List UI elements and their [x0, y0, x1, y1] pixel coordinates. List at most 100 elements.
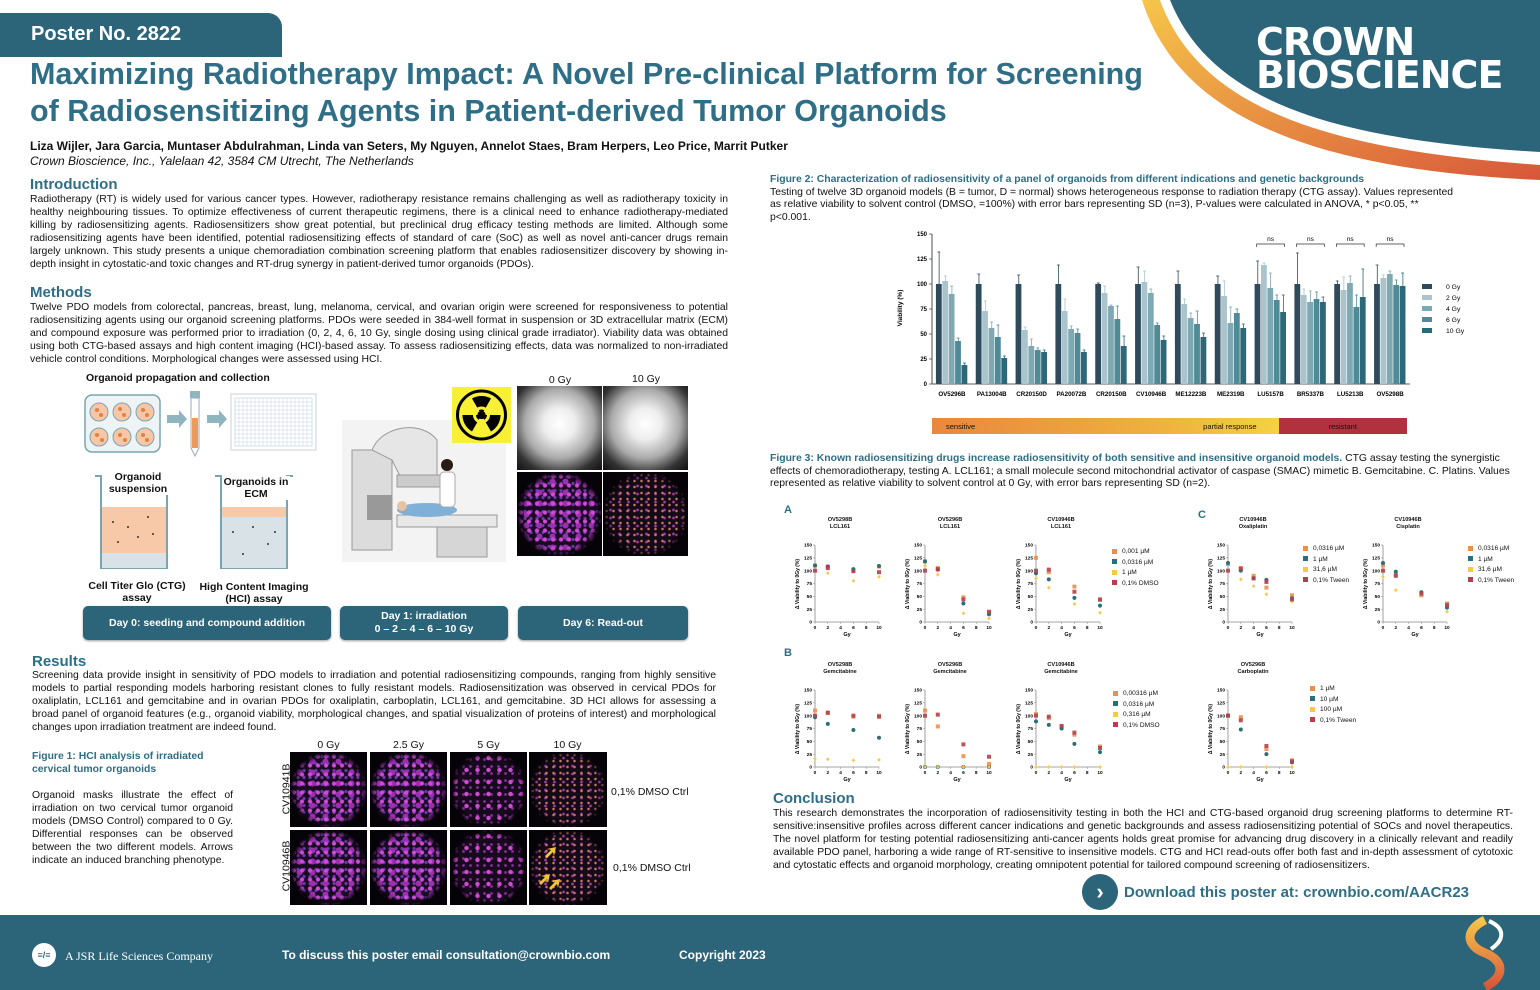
y-tick-label: 50: [1375, 594, 1381, 600]
data-point: [1072, 730, 1077, 735]
data-point: [1046, 567, 1051, 572]
data-point: [1381, 574, 1385, 579]
legend-item: 0,00316 µM: [1113, 689, 1160, 700]
methods-heading: Methods: [30, 284, 92, 301]
x-tick-label: 2: [936, 625, 939, 631]
bar-OV5298B-6Gy: [1393, 285, 1400, 384]
panel-label-a: A: [784, 504, 792, 516]
bar-ME12223B-2Gy: [1181, 304, 1188, 384]
bar-OV5296B-0Gy: [935, 284, 942, 384]
data-point: [923, 563, 927, 568]
download-link[interactable]: › Download this poster at: crownbio.com/…: [1082, 874, 1469, 910]
bar-LU5213B-4Gy: [1347, 283, 1353, 384]
panel-title: LCL161: [939, 524, 961, 530]
x-tick-label: 8: [975, 770, 978, 776]
ns-bracket: [1335, 243, 1365, 247]
scatter-plot: 0 25 50 75 100 125 150 0 2 4 6 8 10 Gy Δ Viability to …: [1208, 688, 1295, 783]
x-tick-label: 8: [1278, 770, 1281, 776]
readout-dose-10: 10 Gy: [631, 373, 660, 385]
y-tick-label: 75: [1028, 726, 1034, 732]
x-tick-label: 6: [962, 625, 965, 631]
data-point: [826, 757, 830, 762]
legend-label: 1 µM: [1320, 685, 1335, 692]
y-tick-label: 100: [1217, 713, 1225, 719]
data-point: [1098, 597, 1102, 602]
legend-item: 0,0316 µM: [1303, 544, 1349, 555]
data-point: [1034, 719, 1038, 724]
panel-title: Gemcitabine: [933, 669, 967, 675]
data-point: [1264, 752, 1269, 757]
data-point: [1072, 732, 1077, 737]
data-point: [1381, 568, 1385, 573]
x-tick-label: 6: [1073, 625, 1076, 631]
category-label: OV5296B: [938, 391, 966, 398]
jsr-company: A JSR Life Sciences Company: [65, 949, 213, 963]
ns-bracket: [1256, 243, 1285, 247]
legend-label: 2 Gy: [1446, 295, 1461, 302]
legend-label: 4 Gy: [1446, 306, 1461, 313]
panel-title: CV10946B: [1047, 517, 1075, 523]
panel-title: Carboplatin: [1237, 669, 1269, 675]
data-point: [1072, 589, 1077, 594]
legend-swatch: [1310, 717, 1315, 723]
y-tick-label: 75: [1028, 581, 1034, 587]
y-tick-label: 50: [807, 594, 813, 600]
scatter-plot: 0 25 50 75 100 125 150 0 2 4 6 8 10 Gy Δ Viability to …: [795, 688, 882, 783]
hci-image: [290, 752, 367, 827]
x-tick-label: 8: [1278, 625, 1281, 631]
legend-swatch: [1303, 577, 1308, 583]
response-bar: sensitive partial response resistant: [932, 418, 1407, 434]
bar-CV10946B-0Gy: [1135, 284, 1141, 384]
bar-ME2319B-2Gy: [1221, 296, 1227, 384]
bar-PA20072B-0Gy: [1055, 284, 1062, 384]
step-day1: Day 1: irradiation 0 – 2 – 4 – 6 – 10 Gy: [340, 606, 508, 640]
data-point: [1381, 563, 1385, 568]
step-day0-label: Day 0: seeding and compound addition: [108, 616, 305, 629]
hci-image: [529, 752, 607, 827]
step-day1-doses: 0 – 2 – 4 – 6 – 10 Gy: [374, 623, 474, 635]
bar-CR20150B-6Gy: [1114, 319, 1121, 384]
data-point: [1034, 568, 1038, 573]
panel-title: CV10946B: [1239, 517, 1267, 523]
bar-CV10946B-10Gy: [1160, 340, 1167, 384]
data-point: [826, 571, 830, 576]
bar-OV5298B-0Gy: [1374, 284, 1380, 384]
fig1-col-0gy: 0 Gy: [317, 739, 340, 751]
bar-ME12223B-0Gy: [1174, 284, 1181, 384]
data-point: [961, 595, 966, 600]
panel-title: CV10946B: [1047, 662, 1075, 668]
bar-PA20072B-2Gy: [1061, 311, 1068, 384]
y-tick-label: 150: [917, 232, 928, 238]
legend-item: 0,1% Tween: [1468, 576, 1514, 587]
bar-BR5337B-10Gy: [1320, 302, 1326, 384]
figure3-panel-ov5298b-lcl161: OV5298B LCL161 0 25 50 75 100 125 150 0 2 4 6 8 10 Gy Δ …: [790, 517, 890, 647]
y-tick-label: 125: [1025, 701, 1033, 707]
figure3-legend: 0,00316 µM 0,0316 µM 0,316 µM 0,1% DMSO: [1113, 689, 1160, 731]
x-tick-label: 0: [924, 770, 927, 776]
bar-OV5296B-6Gy: [955, 341, 961, 384]
legend-swatch: [1468, 577, 1473, 583]
x-tick-label: 10: [986, 625, 992, 631]
data-point: [1098, 746, 1102, 751]
fig1-col-5gy: 5 Gy: [477, 739, 500, 751]
propagation-label: Organoid propagation and collection: [86, 372, 270, 384]
data-point: [923, 713, 927, 718]
legend-label: 31,6 µM: [1313, 566, 1337, 573]
bar-CR20150B-2Gy: [1101, 293, 1108, 384]
category-label: BR5337B: [1297, 391, 1325, 398]
y-tick-label: 75: [917, 726, 923, 732]
hci-image: [450, 752, 527, 827]
figure1-text: Organoid masks illustrate the effect of …: [32, 790, 233, 866]
x-tick-label: 10: [876, 625, 882, 631]
y-tick-label: 50: [1220, 739, 1226, 745]
y-tick-label: 100: [917, 282, 928, 288]
data-point: [923, 559, 927, 564]
data-point: [961, 597, 966, 602]
legend-swatch: [1310, 696, 1315, 702]
category-label: ME12223B: [1175, 391, 1206, 398]
bar-LU5157B-6Gy: [1273, 300, 1280, 384]
y-tick-label: 0: [809, 620, 812, 626]
data-point: [1238, 566, 1243, 571]
hci-image: [370, 752, 447, 827]
panel-title: OV5298B: [827, 662, 853, 668]
